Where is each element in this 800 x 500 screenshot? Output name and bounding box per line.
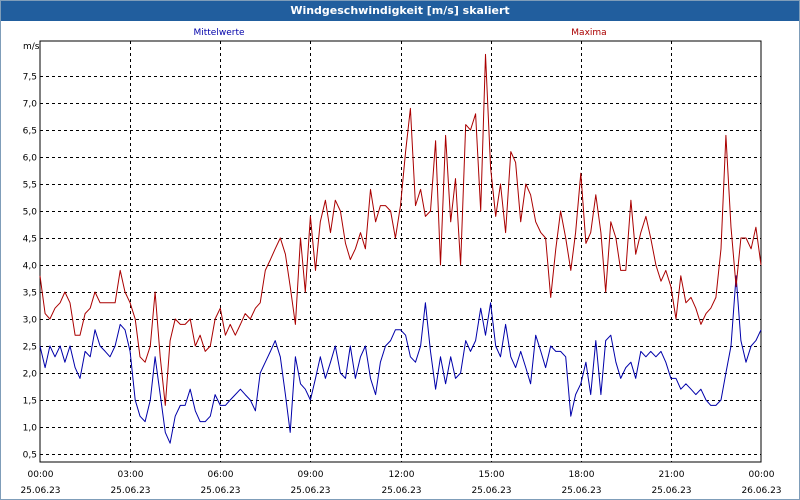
y-tick-label: 7,5 bbox=[23, 73, 37, 83]
y-tick-label: 1,0 bbox=[23, 424, 38, 434]
x-tick-time: 21:00 bbox=[659, 470, 685, 480]
y-tick-label: 7,0 bbox=[23, 100, 38, 110]
x-tick-date: 25.06.23 bbox=[200, 486, 240, 496]
x-tick-date: 25.06.23 bbox=[381, 486, 421, 496]
y-tick-label: 4,0 bbox=[23, 262, 38, 272]
x-tick-time: 03:00 bbox=[118, 470, 144, 480]
y-tick-label: 3,5 bbox=[23, 289, 37, 299]
x-tick-time: 18:00 bbox=[569, 470, 595, 480]
y-axis-label: m/s bbox=[23, 42, 40, 52]
y-tick-label: 5,0 bbox=[23, 208, 38, 218]
x-tick-date: 25.06.23 bbox=[561, 486, 601, 496]
x-tick-time: 00:00 bbox=[28, 470, 54, 480]
y-tick-label: 0,5 bbox=[23, 451, 37, 461]
x-tick-time: 06:00 bbox=[208, 470, 234, 480]
y-tick-label: 2,0 bbox=[23, 370, 38, 380]
y-tick-label: 1,5 bbox=[23, 397, 37, 407]
x-tick-time: 12:00 bbox=[389, 470, 415, 480]
y-tick-label: 6,5 bbox=[23, 127, 37, 137]
x-tick-time: 00:00 bbox=[749, 470, 775, 480]
x-tick-date: 25.06.23 bbox=[651, 486, 691, 496]
y-tick-label: 5,5 bbox=[23, 181, 37, 191]
x-tick-date: 26.06.23 bbox=[741, 486, 781, 496]
x-tick-time: 09:00 bbox=[298, 470, 324, 480]
y-tick-label: 2,5 bbox=[23, 343, 37, 353]
series-line-maxima bbox=[39, 53, 762, 406]
x-tick-date: 25.06.23 bbox=[471, 486, 511, 496]
x-tick-time: 15:00 bbox=[479, 470, 505, 480]
plot-area bbox=[39, 40, 762, 463]
y-tick-label: 3,0 bbox=[23, 316, 38, 326]
y-tick-label: 4,5 bbox=[23, 235, 37, 245]
legend-mittelwerte: Mittelwerte bbox=[193, 28, 244, 38]
x-tick-date: 25.06.23 bbox=[20, 486, 60, 496]
x-tick-date: 25.06.23 bbox=[110, 486, 150, 496]
chart-title: Windgeschwindigkeit [m/s] skaliert bbox=[1, 1, 799, 21]
series-line-mittelwerte bbox=[39, 275, 762, 444]
y-tick-label: 6,0 bbox=[23, 154, 38, 164]
x-tick-date: 25.06.23 bbox=[290, 486, 330, 496]
legend-maxima: Maxima bbox=[571, 28, 606, 38]
